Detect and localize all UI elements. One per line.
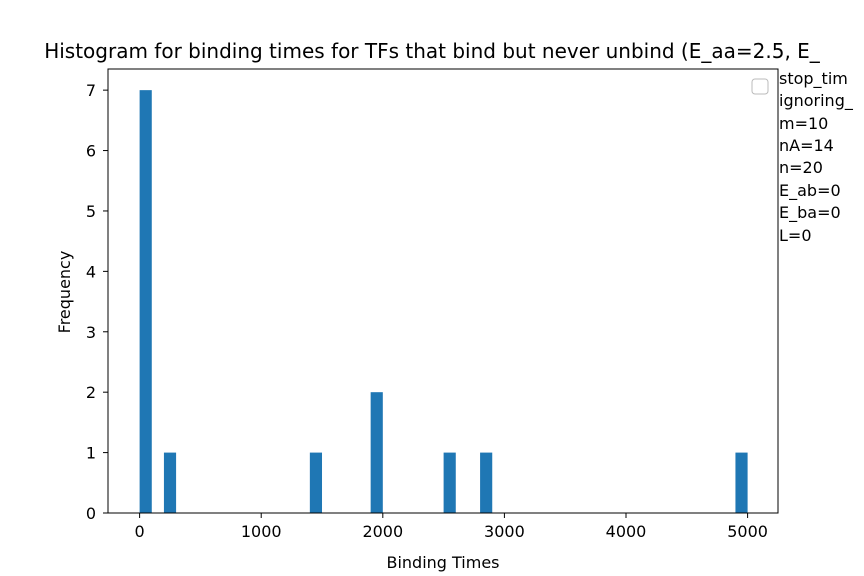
- chart-title: Histogram for binding times for TFs that…: [44, 39, 821, 63]
- legend-line: n=20: [779, 158, 823, 177]
- histogram-bar: [735, 452, 748, 513]
- legend-line: m=10: [779, 114, 828, 133]
- axes-group: 0 1000 2000 3000 4000 5000 0 1 2 3 4 5 6 7: [86, 68, 779, 541]
- histogram-bar: [309, 452, 323, 513]
- x-tick-label: 2000: [362, 522, 403, 541]
- histogram-bar: [163, 452, 177, 513]
- plot-frame: [107, 68, 779, 514]
- legend-line: E_ab=0: [779, 181, 841, 201]
- x-tick-label: 3000: [484, 522, 525, 541]
- histogram-bar: [480, 452, 493, 513]
- legend: stop_tim ignoring_ m=10 nA=14 n=20 E_ab=…: [751, 69, 854, 245]
- y-tick-label: 1: [86, 444, 96, 463]
- legend-line: L=0: [779, 226, 812, 245]
- histogram-bar: [370, 392, 383, 513]
- x-tick-label: 4000: [606, 522, 647, 541]
- y-axis-label: Frequency: [55, 251, 74, 334]
- y-tick-label: 4: [86, 262, 96, 281]
- y-tick-label: 5: [86, 202, 96, 221]
- x-axis-label: Binding Times: [386, 553, 499, 572]
- y-tick-label: 3: [86, 323, 96, 342]
- x-tick-label: 1000: [241, 522, 282, 541]
- x-tick-label: 0: [135, 522, 145, 541]
- legend-line: nA=14: [779, 136, 834, 155]
- histogram-bar: [139, 90, 152, 514]
- histogram-bar: [443, 452, 456, 513]
- legend-line: stop_tim: [779, 69, 848, 89]
- y-tick-label: 6: [86, 142, 96, 161]
- y-tick-label: 0: [86, 504, 96, 523]
- legend-line: ignoring_: [779, 91, 854, 111]
- legend-handle-box: [751, 78, 769, 95]
- legend-line: E_ba=0: [779, 203, 841, 223]
- y-tick-label: 7: [86, 81, 96, 100]
- y-tick-label: 2: [86, 383, 96, 402]
- x-tick-label: 5000: [727, 522, 768, 541]
- bars-group: [139, 90, 748, 514]
